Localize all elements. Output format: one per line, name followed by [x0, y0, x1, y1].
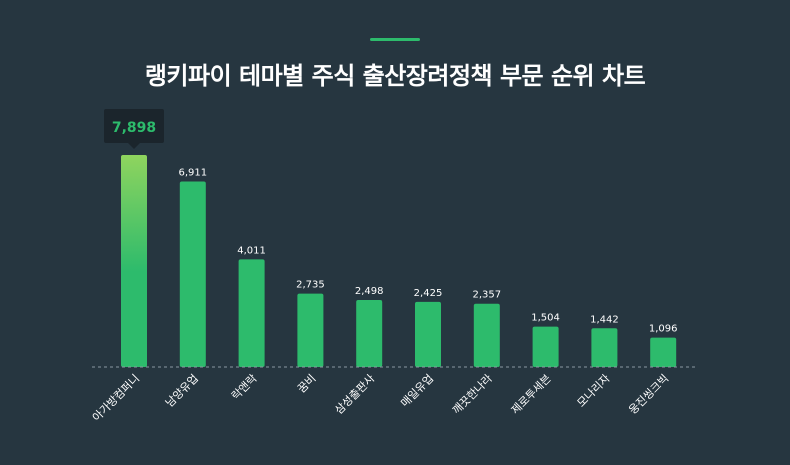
category-label-8: 제로투세븐: [509, 372, 554, 417]
bar-3: [238, 259, 265, 367]
accent-line: [370, 38, 420, 41]
category-label-5: 삼성출판사: [332, 372, 377, 417]
bar-9: [591, 328, 618, 367]
bar-7: [473, 303, 500, 367]
bar-6: [415, 301, 441, 367]
value-label-7: 2,357: [472, 290, 501, 301]
chart-title: 랭키파이 테마별 주식 출산장려정책 부문 순위 차트: [144, 62, 646, 90]
value-label-2: 6,911: [178, 167, 207, 178]
category-label-3: 락앤락: [229, 372, 260, 403]
value-label-4: 2,735: [296, 280, 325, 291]
tooltip-arrow: [128, 143, 140, 149]
bar-5: [356, 299, 383, 367]
value-tooltip: [104, 109, 164, 143]
bar-8: [532, 326, 559, 367]
category-label-4: 꿈비: [295, 372, 319, 396]
value-label-6: 2,425: [414, 288, 443, 299]
value-label-3: 4,011: [237, 245, 266, 256]
value-label-8: 1,504: [531, 313, 560, 324]
category-label-7: 깨끗한나라: [450, 372, 495, 417]
bar-2: [179, 181, 206, 367]
category-label-6: 매일유업: [398, 371, 437, 410]
bar-1: [121, 155, 147, 367]
value-label-5: 2,498: [355, 286, 384, 297]
category-label-1: 아가방컴퍼니: [90, 372, 142, 424]
category-label-10: 웅진씽크빅: [626, 372, 671, 417]
bar-4: [297, 293, 324, 367]
category-label-9: 모나리자: [575, 372, 613, 410]
bar-10: [650, 337, 677, 367]
value-label-1: 7,898: [112, 120, 156, 136]
category-label-2: 남양유업: [163, 372, 201, 410]
value-label-9: 1,442: [590, 314, 619, 325]
value-label-10: 1,096: [649, 324, 678, 335]
